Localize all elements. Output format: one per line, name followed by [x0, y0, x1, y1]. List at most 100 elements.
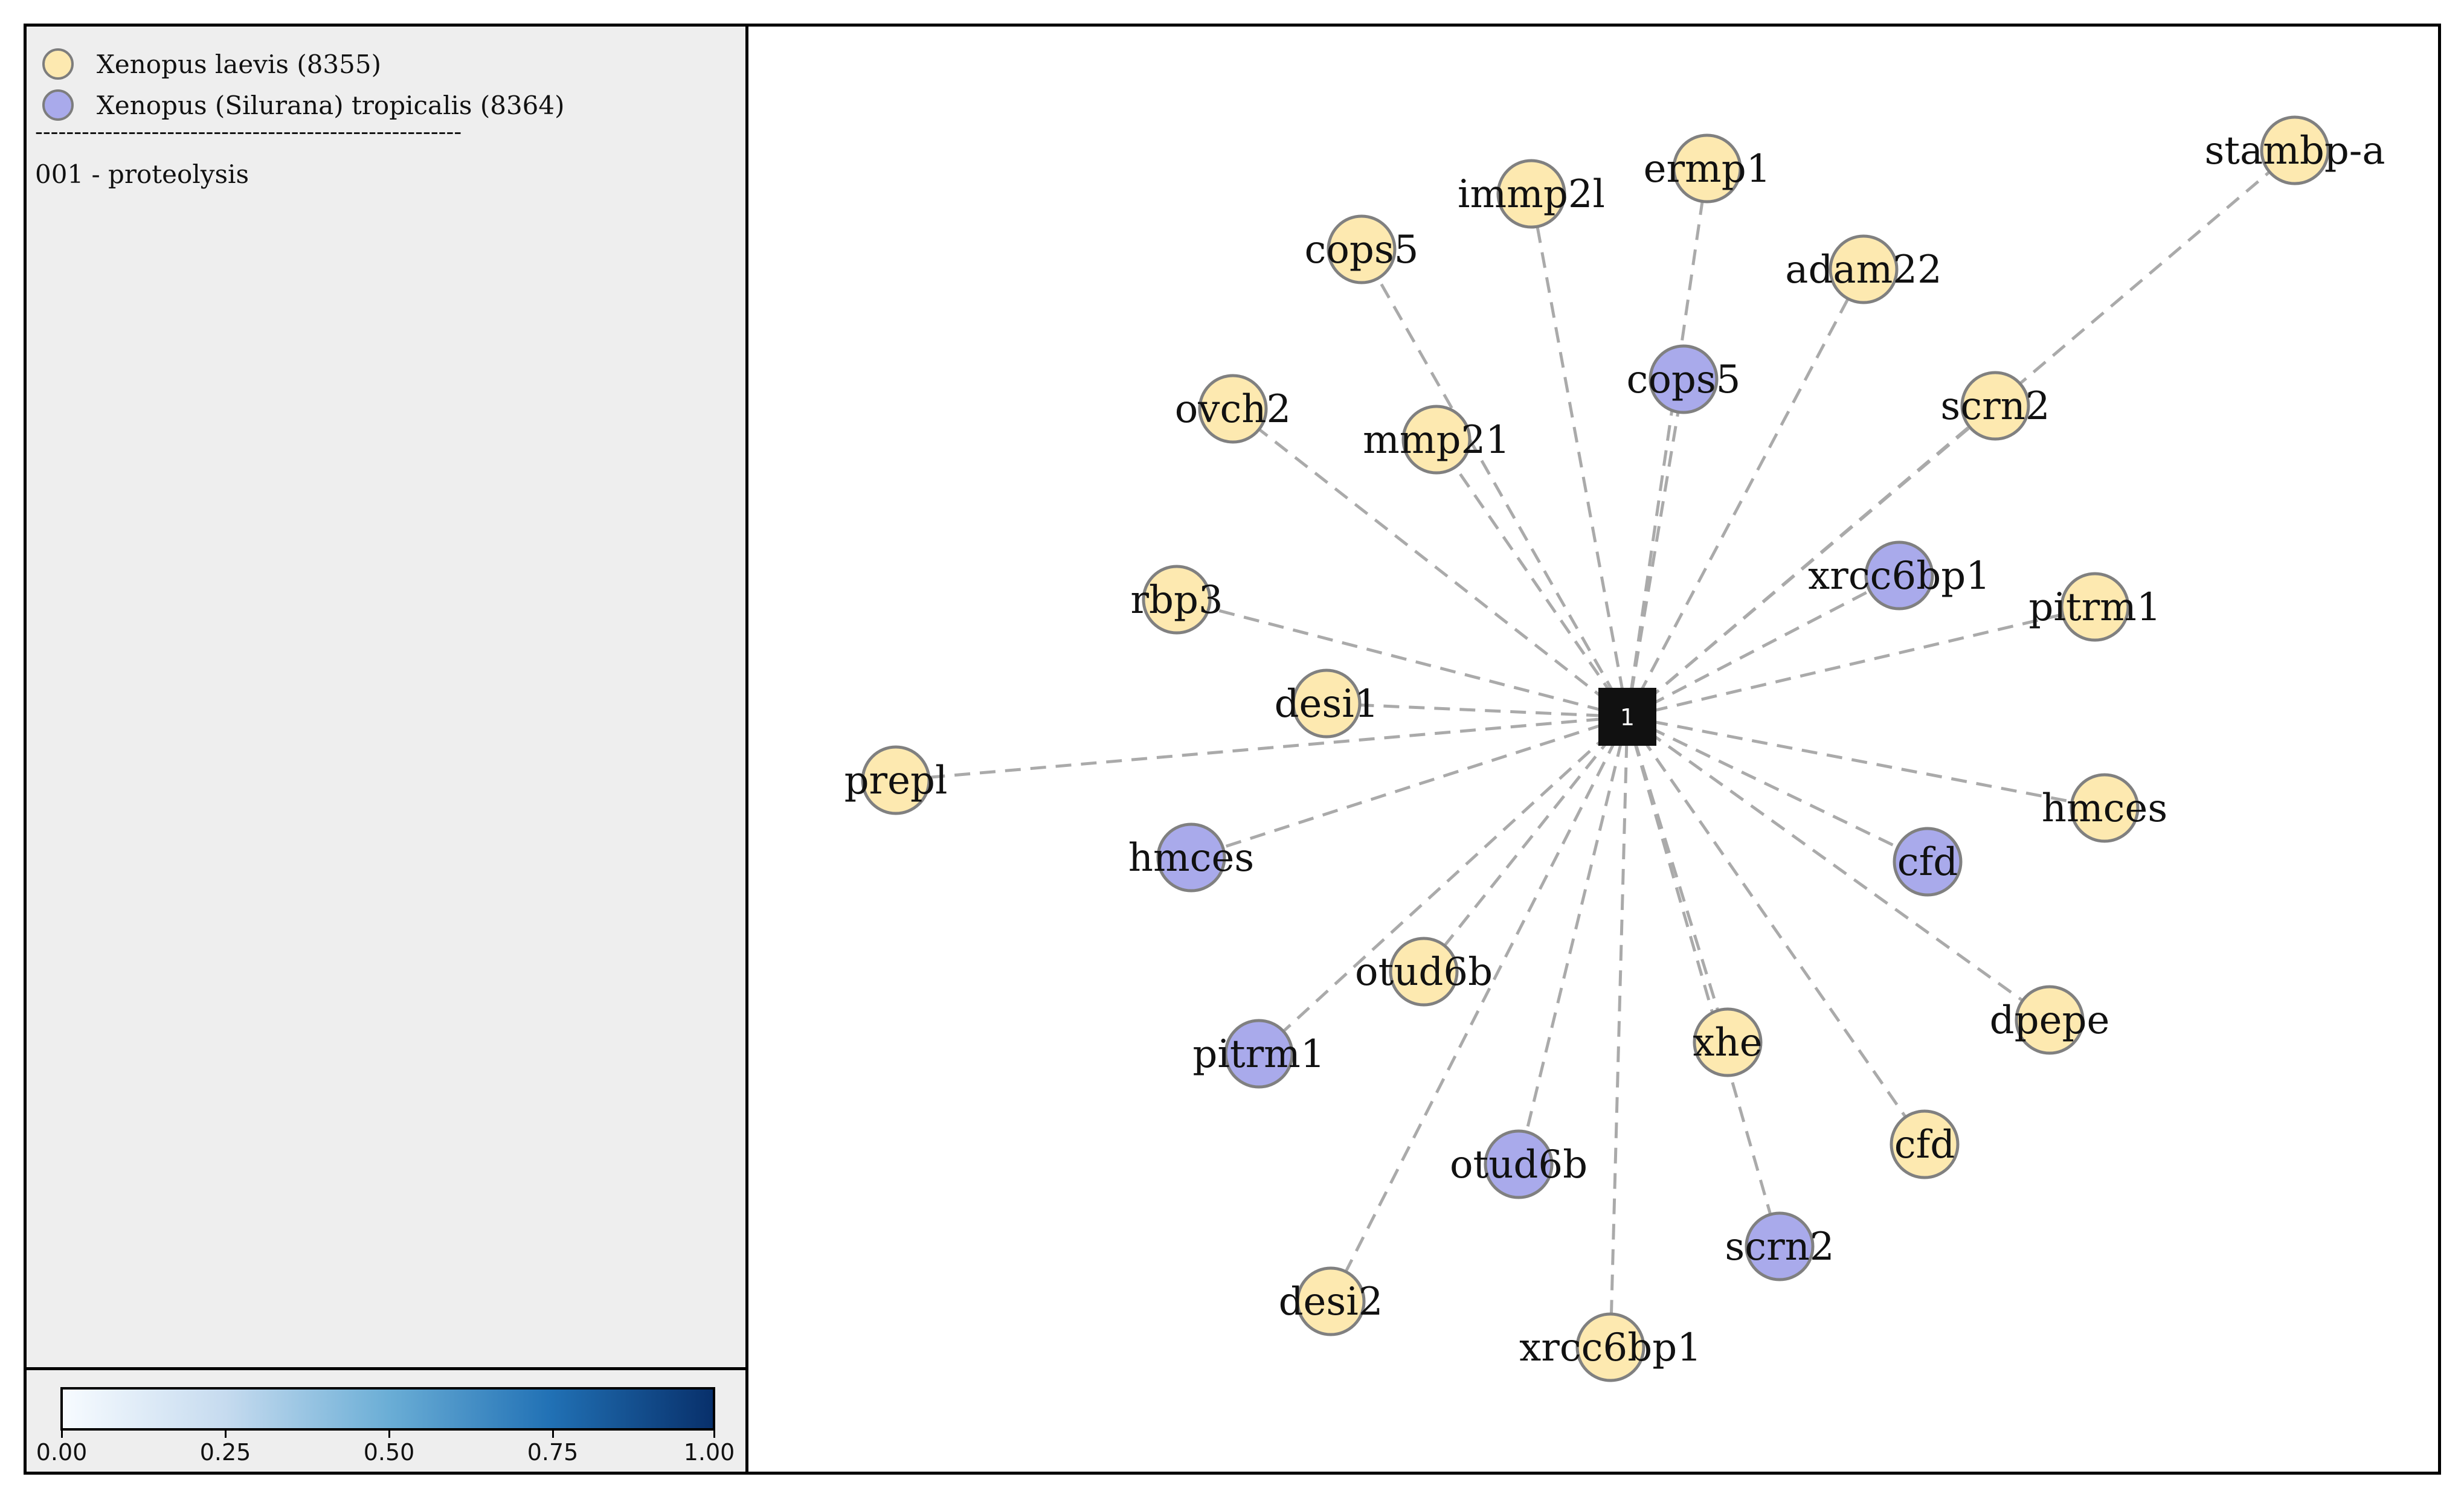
species-swatch: [42, 89, 74, 121]
node-circle: [1389, 937, 1459, 1007]
gene-node[interactable]: stambp-a: [2204, 115, 2385, 185]
node-label: scrn2: [1725, 1225, 1834, 1269]
gene-node[interactable]: cops5: [1305, 214, 1419, 284]
edge: [1232, 408, 1629, 718]
node-label: desi2: [1279, 1280, 1383, 1324]
nodes: stambp-a ermp1 immp2l cops5 adam22 cops5 scrn2…: [844, 115, 2385, 1382]
node-circle: [2060, 572, 2130, 642]
edge: [1626, 716, 1926, 1146]
node-circle: [2260, 115, 2330, 185]
gene-node[interactable]: cfd: [1893, 827, 1963, 897]
node-circle: [2015, 985, 2085, 1055]
node-label: cfd: [1894, 1123, 1955, 1167]
colorbar-tick-label: 0.75: [527, 1439, 579, 1466]
node-circle: [1893, 827, 1963, 897]
edge: [895, 715, 1628, 782]
edge: [1530, 193, 1629, 717]
colorbar-tick-label: 0.25: [199, 1439, 251, 1466]
node-circle: [1496, 159, 1566, 229]
node-label: cfd: [1897, 840, 1958, 885]
node-circle: [1890, 1109, 1960, 1179]
legend-panel: Xenopus laevis (8355) Xenopus (Silurana)…: [24, 24, 748, 1370]
node-label: rbp3: [1130, 578, 1223, 623]
gene-node[interactable]: ovch2: [1175, 374, 1291, 444]
node-circle: [1672, 133, 1742, 204]
edge: [1258, 716, 1629, 1055]
gene-node[interactable]: desi1: [1275, 668, 1379, 739]
colorbar-tick: [225, 1431, 227, 1438]
node-label: cops5: [1305, 228, 1419, 272]
legend-label: Xenopus (Silurana) tropicalis (8364): [97, 91, 565, 120]
edges: [895, 149, 2296, 1348]
gene-node[interactable]: mmp21: [1363, 405, 1510, 475]
edge: [1435, 438, 1629, 718]
node-circle: [1401, 405, 1472, 475]
node-label: pitrm1: [1192, 1032, 1325, 1077]
gene-node[interactable]: adam22: [1785, 234, 1942, 304]
colorbar-tick-label: 0.00: [36, 1439, 88, 1466]
gene-node[interactable]: cfd: [1890, 1109, 1960, 1179]
edge: [1626, 574, 1900, 719]
gene-node[interactable]: scrn2: [1940, 371, 2050, 441]
node-circle: [1327, 214, 1397, 284]
node-label: xrcc6bp1: [1808, 554, 1990, 598]
gene-node[interactable]: xrcc6bp1: [1808, 540, 1990, 611]
node-label: otud6b: [1355, 950, 1493, 995]
network-panel: stambp-a ermp1 immp2l cops5 adam22 cops5 scrn2…: [745, 24, 2441, 1475]
gene-node[interactable]: pitrm1: [2028, 572, 2161, 642]
gene-node[interactable]: cops5: [1627, 344, 1741, 414]
gene-node[interactable]: hmces: [2042, 773, 2167, 843]
node-label: pitrm1: [2028, 585, 2161, 630]
gene-node[interactable]: immp2l: [1458, 159, 1605, 229]
edge: [1423, 716, 1629, 973]
gene-node[interactable]: prepl: [844, 745, 948, 815]
node-circle: [1296, 1266, 1366, 1336]
node-circle: [2070, 773, 2140, 843]
edge: [1626, 715, 2051, 1022]
node-circle: [1829, 234, 1899, 304]
colorbar-tick: [61, 1431, 63, 1438]
species-swatch: [42, 48, 74, 80]
gene-node[interactable]: desi2: [1279, 1266, 1383, 1336]
edge: [1626, 716, 1781, 1247]
gene-node[interactable]: hmces: [1128, 822, 1254, 893]
edge: [1626, 268, 1865, 718]
node-label: ovch2: [1175, 387, 1291, 432]
hub-square: [1598, 688, 1656, 746]
edge: [1627, 605, 2096, 719]
edge: [1329, 716, 1629, 1303]
node-circle: [1198, 374, 1268, 444]
legend-label: Xenopus laevis (8355): [97, 50, 381, 79]
node-label: cops5: [1627, 357, 1741, 402]
edge: [1176, 598, 1628, 719]
edge: [1191, 715, 1628, 859]
node-label: xhe: [1693, 1021, 1762, 1065]
node-circle: [1649, 344, 1719, 414]
gene-node[interactable]: ermp1: [1644, 133, 1771, 204]
node-circle: [1484, 1129, 1554, 1199]
gene-node[interactable]: rbp3: [1130, 565, 1223, 635]
colorbar-tick: [552, 1431, 554, 1438]
edge: [1517, 716, 1629, 1165]
gene-node[interactable]: otud6b: [1355, 937, 1493, 1007]
node-label: mmp21: [1363, 418, 1510, 463]
gene-node[interactable]: scrn2: [1725, 1211, 1835, 1281]
node-label: ermp1: [1644, 147, 1771, 191]
node-circle: [1745, 1211, 1815, 1281]
gene-node[interactable]: pitrm1: [1192, 1019, 1325, 1089]
node-circle: [1575, 1312, 1645, 1382]
colorbar-tick-label: 1.00: [683, 1439, 735, 1466]
colorbar-tick: [713, 1431, 715, 1438]
node-circle: [1142, 565, 1212, 635]
gene-node[interactable]: xrcc6bp1: [1519, 1312, 1702, 1382]
hub-node[interactable]: 1: [1598, 688, 1656, 746]
gene-node[interactable]: xhe: [1693, 1007, 1763, 1077]
colorbar-tick: [388, 1431, 390, 1438]
node-label: otud6b: [1450, 1143, 1587, 1187]
gene-node[interactable]: otud6b: [1450, 1129, 1587, 1199]
edge: [1360, 248, 1629, 718]
gene-node[interactable]: dpepe: [1990, 985, 2110, 1055]
node-label: prepl: [844, 758, 948, 803]
edge: [1626, 715, 1929, 864]
node-circle: [1960, 371, 2030, 441]
